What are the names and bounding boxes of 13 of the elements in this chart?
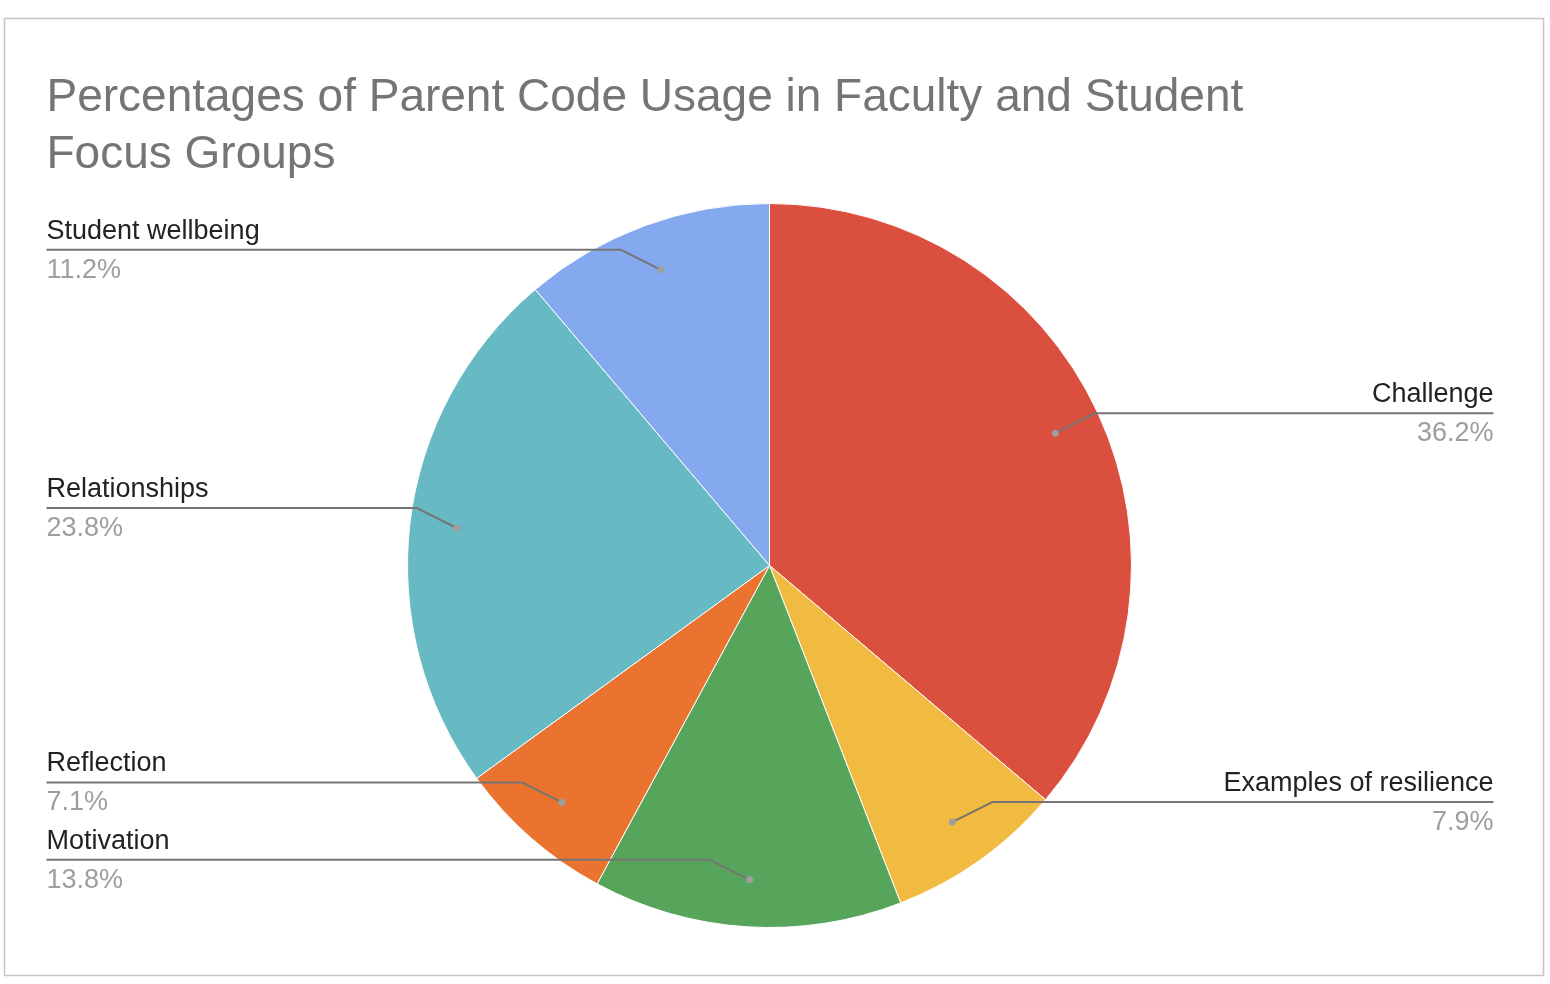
chart-title: Percentages of Parent Code Usage in Faculty and Student Focus Groups	[46, 68, 1244, 178]
data-label: 36.2%	[1416, 417, 1494, 448]
slice-label: Relationships	[46, 472, 209, 503]
slice-label: Challenge	[1371, 378, 1494, 409]
slice-label: Motivation	[46, 824, 170, 855]
data-label: 7.9%	[1431, 806, 1494, 837]
data-label: 7.1%	[46, 786, 109, 817]
data-label: 13.8%	[46, 863, 124, 894]
slice-label: Examples of resilience	[1223, 767, 1494, 798]
slice-label: Reflection	[46, 747, 167, 778]
slice-label: Student wellbeing	[46, 214, 260, 245]
data-label: 23.8%	[46, 511, 124, 542]
data-label: 11.2%	[46, 253, 122, 284]
